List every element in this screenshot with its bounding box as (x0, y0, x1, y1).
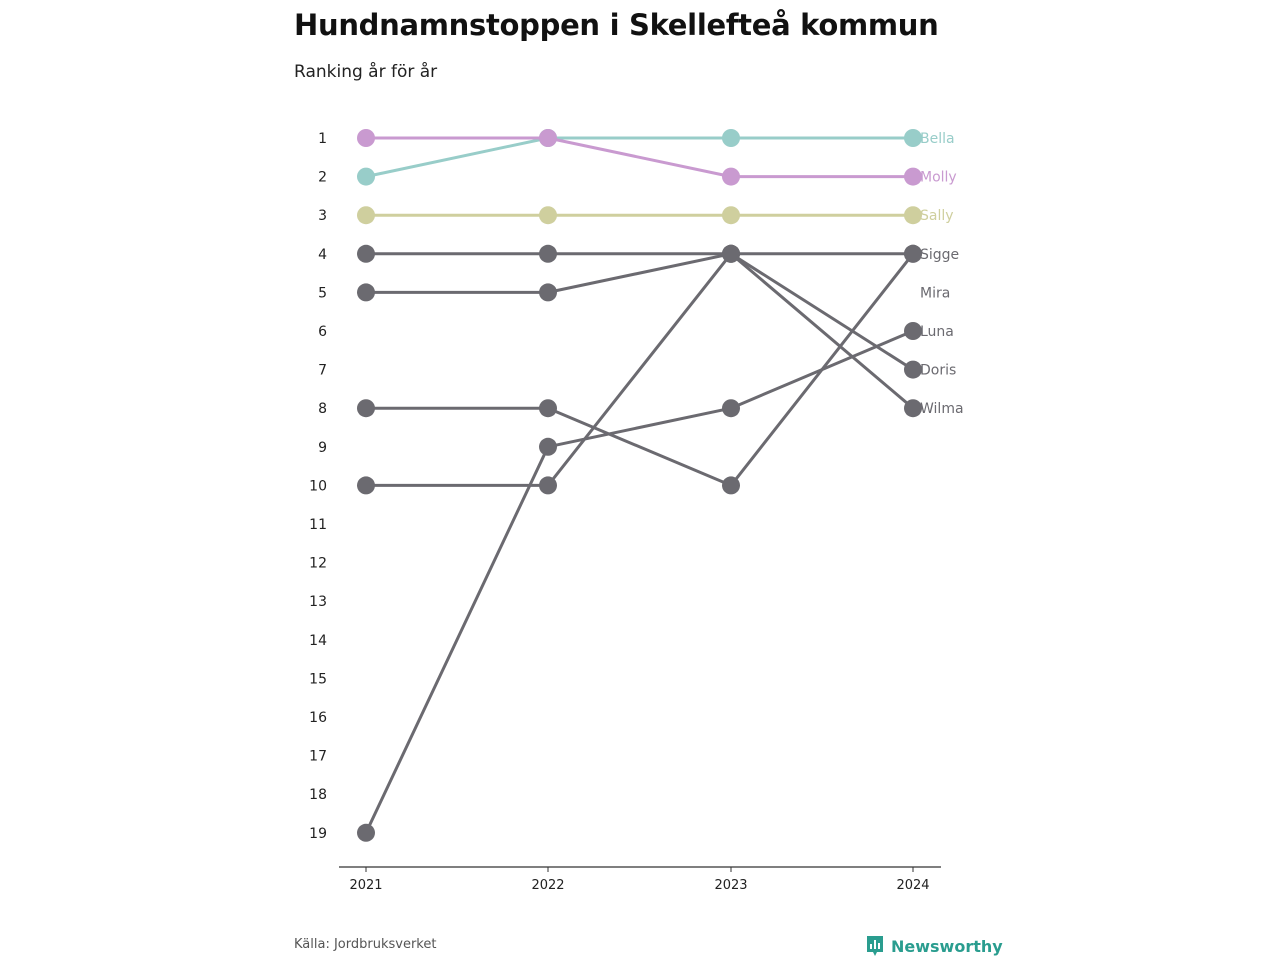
data-point-molly (539, 129, 557, 147)
y-tick-label: 7 (318, 363, 327, 379)
x-tick-label: 2023 (714, 878, 747, 893)
data-point-luna (539, 476, 557, 495)
data-point-molly (904, 167, 922, 186)
end-label-doris: Doris (920, 363, 956, 379)
data-point-sally (904, 206, 922, 225)
y-tick-label: 8 (318, 401, 327, 417)
series-line-wilma (366, 252, 915, 487)
y-tick-label: 17 (309, 749, 327, 765)
data-point-sigge (722, 399, 740, 418)
data-point-bella (357, 167, 375, 186)
data-point-doris (722, 244, 740, 263)
data-point-sigge (357, 823, 375, 842)
y-tick-label: 19 (309, 826, 327, 842)
end-label-luna: Luna (920, 324, 954, 340)
end-label-sigge: Sigge (920, 247, 959, 263)
newsworthy-icon (867, 936, 883, 956)
data-point-mira (539, 283, 557, 302)
data-point-sally (722, 206, 740, 225)
x-tick-label: 2024 (896, 878, 929, 893)
y-tick-label: 11 (309, 517, 327, 533)
y-tick-label: 6 (318, 324, 327, 340)
chart-title: Hundnamnstoppen i Skellefteå kommun (294, 8, 939, 42)
data-point-luna (904, 360, 922, 379)
end-label-wilma: Wilma (920, 401, 964, 417)
data-point-molly (357, 129, 375, 147)
y-tick-label: 18 (309, 787, 327, 803)
data-point-molly (722, 167, 740, 186)
y-tick-label: 9 (318, 440, 327, 456)
y-tick-label: 1 (318, 131, 327, 147)
y-tick-label: 4 (318, 247, 327, 263)
series-line-mira (366, 252, 913, 294)
source-note: Källa: Jordbruksverket (294, 937, 437, 952)
y-tick-label: 12 (309, 556, 327, 572)
end-label-mira: Mira (920, 285, 950, 301)
brand-logo: Newsworthy (865, 934, 1003, 958)
data-point-sigge (539, 437, 557, 456)
data-point-sally (539, 206, 557, 225)
data-point-wilma (722, 476, 740, 495)
x-tick-label: 2021 (349, 878, 382, 893)
y-tick-label: 3 (318, 208, 327, 224)
series-line-bella (365, 136, 913, 179)
data-point-bella (722, 129, 740, 147)
data-point-doris (539, 244, 557, 263)
chart-subtitle: Ranking år för år (294, 62, 438, 82)
data-point-wilma (904, 244, 922, 263)
end-label-molly: Molly (920, 170, 957, 186)
y-tick-label: 15 (309, 671, 327, 687)
series-line-doris (366, 252, 914, 410)
brand-name: Newsworthy (891, 936, 1003, 956)
data-point-wilma (539, 399, 557, 418)
series-line-luna (366, 252, 914, 487)
y-tick-label: 16 (309, 710, 327, 726)
data-point-doris (357, 244, 375, 263)
y-tick-label: 13 (309, 594, 327, 610)
data-point-mira (357, 283, 375, 302)
data-point-sally (357, 206, 375, 225)
y-tick-label: 5 (318, 285, 327, 301)
end-label-bella: Bella (920, 131, 955, 147)
data-point-wilma (357, 399, 375, 418)
data-point-doris (904, 399, 922, 418)
series-line-molly (366, 136, 913, 179)
end-label-sally: Sally (920, 208, 954, 224)
y-tick-label: 14 (309, 633, 327, 649)
y-tick-label: 10 (309, 478, 327, 494)
y-tick-label: 2 (318, 170, 327, 186)
data-point-bella (904, 129, 922, 147)
x-tick-label: 2022 (531, 878, 564, 893)
series-line-sigge (364, 329, 914, 834)
data-point-sigge (904, 322, 922, 340)
data-point-luna (357, 476, 375, 495)
